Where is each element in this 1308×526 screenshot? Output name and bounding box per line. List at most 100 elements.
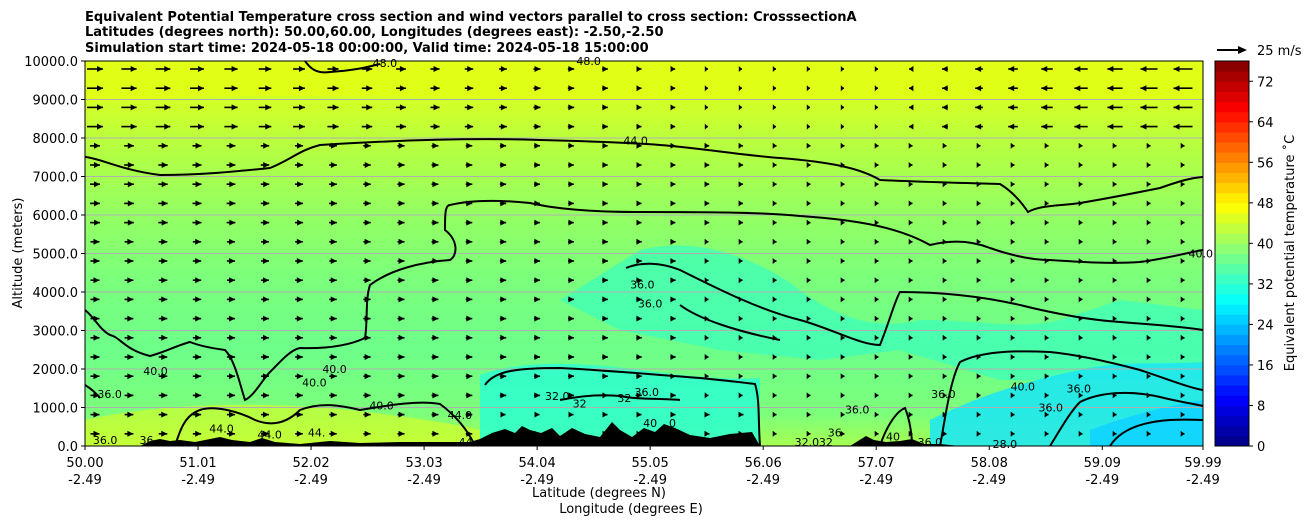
wind-vector-575 xyxy=(568,392,574,399)
wind-vector-579 xyxy=(704,392,709,399)
wind-vector-628 xyxy=(124,430,134,437)
wind-vector-450 xyxy=(806,315,811,322)
wind-vector-466 xyxy=(226,334,236,341)
wind-vector-495 xyxy=(90,354,100,360)
wind-vector-344 xyxy=(568,258,574,264)
wind-vector-273 xyxy=(397,219,405,226)
colorbar-tick-label-7: 56 xyxy=(1257,156,1274,171)
wind-vector-20 xyxy=(772,66,776,72)
wind-vector-453 xyxy=(908,315,913,322)
quiver-key: 25 m/s xyxy=(1217,44,1302,59)
wind-vector-272 xyxy=(363,219,371,226)
wind-vector-379 xyxy=(636,277,642,284)
wind-vector-558 xyxy=(1112,373,1117,380)
wind-vector-290 xyxy=(976,219,981,226)
wind-vector-641 xyxy=(568,430,574,437)
wind-vector-506 xyxy=(465,354,473,360)
wind-vector-367 xyxy=(226,277,236,284)
colorbar-band-3 xyxy=(1215,405,1249,417)
wind-vector-173 xyxy=(363,162,371,168)
x-tick-label-lon-10: -2.49 xyxy=(1186,473,1220,488)
wind-vector-88 xyxy=(840,104,844,111)
wind-vector-352 xyxy=(840,258,845,264)
wind-vector-563 xyxy=(158,392,168,399)
wind-vector-533 xyxy=(261,373,269,380)
wind-vector-209 xyxy=(465,181,473,188)
wind-vector-208 xyxy=(431,181,439,188)
wind-vector-611 xyxy=(670,411,676,418)
wind-vector-586 xyxy=(942,392,947,399)
x-tick-label-lon-3: -2.49 xyxy=(407,473,441,488)
contour-label-34: 40.0 xyxy=(1189,248,1214,261)
quiver-key-label: 25 m/s xyxy=(1257,44,1302,59)
wind-vector-505 xyxy=(431,354,439,360)
wind-vector-637 xyxy=(431,430,439,437)
wind-vector-157 xyxy=(942,142,947,149)
wind-vector-247 xyxy=(636,200,642,207)
wind-vector-266 xyxy=(158,219,168,226)
contour-label-30: 36.0 xyxy=(931,388,956,401)
wind-vector-400 xyxy=(226,296,236,303)
wind-vector-435 xyxy=(295,315,303,322)
wind-vector-343 xyxy=(533,258,541,264)
wind-vector-540 xyxy=(499,373,507,380)
wind-vector-497 xyxy=(158,354,168,360)
wind-vector-441 xyxy=(499,315,507,322)
wind-vector-643 xyxy=(636,430,642,437)
colorbar-band-19 xyxy=(1215,243,1249,254)
wind-vector-504 xyxy=(397,354,405,360)
wind-vector-330 xyxy=(90,258,100,264)
contour-label-8: 36.0 xyxy=(97,388,122,401)
colorbar-tick-label-4: 32 xyxy=(1257,278,1274,293)
wind-vector-135 xyxy=(192,142,202,149)
wind-vector-164 xyxy=(1180,142,1185,149)
wind-vector-326 xyxy=(1078,238,1083,245)
wind-vector-489 xyxy=(1010,334,1015,341)
wind-vector-140 xyxy=(363,142,371,149)
wind-vector-525 xyxy=(1112,354,1117,360)
wind-vector-462 xyxy=(90,334,100,341)
quiver-key-arrowhead xyxy=(1238,46,1247,54)
wind-vector-424 xyxy=(1044,296,1049,303)
wind-vector-534 xyxy=(295,373,303,380)
contour-36-loop xyxy=(625,262,1203,347)
wind-vector-353 xyxy=(874,258,879,264)
wind-vector-106 xyxy=(327,123,339,130)
wind-vector-13 xyxy=(533,66,541,72)
wind-vector-593 xyxy=(1180,392,1185,399)
wind-vector-448 xyxy=(738,315,743,322)
wind-vector-11 xyxy=(464,66,474,72)
wind-vector-467 xyxy=(261,334,269,341)
y-tick-label-4: 4000.0 xyxy=(33,286,79,301)
wind-vector-228 xyxy=(1112,181,1117,188)
wind-vector-143 xyxy=(465,142,473,149)
wind-vector-645 xyxy=(704,430,710,437)
wind-vector-656 xyxy=(1078,430,1083,437)
wind-vector-501 xyxy=(295,354,303,360)
wind-vector-279 xyxy=(602,219,608,226)
wind-vector-613 xyxy=(738,411,744,418)
y-tick-label-8: 8000.0 xyxy=(33,132,79,147)
wind-vector-493 xyxy=(1146,334,1151,341)
wind-vector-577 xyxy=(636,392,642,399)
colorbar-band-37 xyxy=(1215,61,1249,72)
wind-vector-104 xyxy=(258,123,272,130)
wind-vector-507 xyxy=(499,354,507,360)
colorbar-tick-label-5: 40 xyxy=(1257,237,1274,252)
wind-vector-309 xyxy=(499,238,507,245)
wind-vector-649 xyxy=(840,430,845,437)
wind-vector-417 xyxy=(806,296,811,303)
wind-vector-98 xyxy=(1173,104,1193,111)
x-tick-label-lon-9: -2.49 xyxy=(1085,473,1119,488)
x-tick-label-lon-2: -2.49 xyxy=(294,473,328,488)
colorbar-band-17 xyxy=(1215,263,1249,275)
wind-vector-261 xyxy=(1112,200,1117,207)
wind-vector-257 xyxy=(976,200,981,207)
wind-vector-316 xyxy=(738,238,743,245)
wind-vector-554 xyxy=(976,373,981,380)
wind-vector-56 xyxy=(874,85,878,92)
wind-vector-633 xyxy=(295,430,303,437)
wind-vector-452 xyxy=(874,315,879,322)
yellow-region-top xyxy=(85,61,1203,102)
wind-vector-146 xyxy=(568,142,574,149)
